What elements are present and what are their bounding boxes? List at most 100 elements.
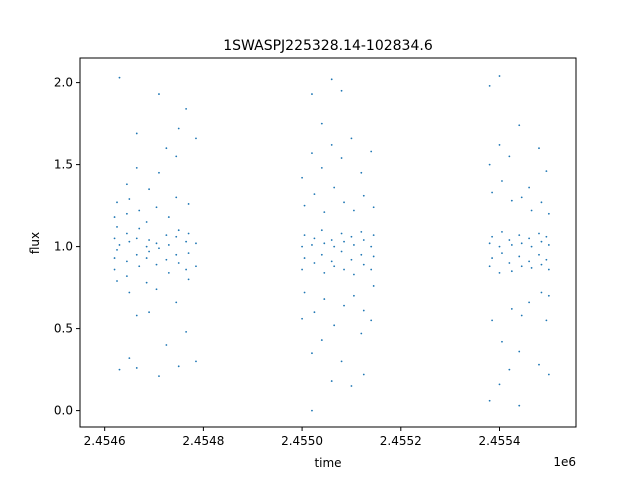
data-point <box>167 216 170 218</box>
data-point <box>195 242 197 245</box>
data-point <box>370 319 373 322</box>
data-point <box>372 285 375 287</box>
y-tick-label: 2.0 <box>54 76 73 90</box>
x-tick-label: 2.4548 <box>182 434 224 448</box>
data-point <box>303 257 306 259</box>
data-point <box>135 314 138 317</box>
data-point <box>128 198 131 200</box>
data-point <box>158 375 160 378</box>
data-point <box>510 308 513 310</box>
data-point <box>165 147 168 150</box>
data-point <box>545 170 548 173</box>
data-point <box>118 368 121 371</box>
data-point <box>528 237 531 240</box>
data-point <box>185 268 188 271</box>
data-point <box>311 93 313 95</box>
data-point <box>498 383 501 386</box>
data-point <box>167 271 170 274</box>
data-point <box>187 252 190 255</box>
data-point <box>167 244 170 246</box>
data-point <box>528 301 531 304</box>
data-point <box>320 166 323 169</box>
data-point <box>113 257 116 259</box>
data-point <box>320 339 323 341</box>
data-point <box>362 239 365 241</box>
data-point <box>360 253 363 256</box>
data-point <box>491 319 493 322</box>
data-point <box>195 360 197 363</box>
data-point <box>353 244 355 246</box>
data-point <box>116 280 118 282</box>
data-point <box>508 262 511 264</box>
data-point <box>113 216 116 218</box>
data-point <box>148 188 150 191</box>
y-tick-label: 0.5 <box>54 322 73 336</box>
data-point <box>508 239 511 241</box>
data-point <box>540 201 543 204</box>
data-point <box>125 212 128 215</box>
data-point <box>330 239 333 241</box>
data-point <box>330 78 333 81</box>
x-tick-label: 2.4554 <box>479 434 521 448</box>
data-point <box>353 209 355 212</box>
data-point <box>175 301 178 304</box>
data-point <box>158 247 160 250</box>
data-point <box>195 265 197 268</box>
data-point <box>333 265 336 268</box>
data-point <box>303 204 306 207</box>
data-point <box>311 409 313 412</box>
data-point <box>540 240 543 243</box>
data-point <box>520 196 523 199</box>
data-point <box>158 171 160 174</box>
data-point <box>177 127 180 130</box>
data-point <box>538 363 540 366</box>
data-point <box>498 245 501 248</box>
data-point <box>370 268 373 271</box>
data-point <box>520 242 523 245</box>
data-point <box>518 124 521 127</box>
chart-title: 1SWASPJ225328.14-102834.6 <box>223 38 433 54</box>
data-point <box>488 265 491 268</box>
data-point <box>520 314 523 317</box>
data-point <box>530 245 533 248</box>
data-point <box>301 176 303 179</box>
data-point <box>125 183 128 186</box>
data-point <box>501 340 503 343</box>
data-point <box>343 304 345 307</box>
data-point <box>175 253 178 256</box>
data-point <box>301 317 303 320</box>
data-point <box>177 365 180 368</box>
data-point <box>313 311 316 314</box>
data-point <box>155 288 158 291</box>
data-point <box>343 201 345 204</box>
data-point <box>301 268 303 271</box>
data-point <box>498 75 501 77</box>
data-point <box>488 399 491 402</box>
data-point <box>350 258 353 261</box>
data-point <box>303 234 306 237</box>
data-point <box>118 76 121 79</box>
data-point <box>343 268 345 271</box>
data-point <box>370 245 373 248</box>
data-point <box>158 93 160 95</box>
y-tick-label: 0.0 <box>54 404 73 418</box>
x-axis-label: time <box>314 456 341 470</box>
data-point <box>360 332 363 335</box>
data-point <box>116 226 118 228</box>
data-point <box>313 237 316 240</box>
data-point <box>510 199 513 202</box>
data-point <box>360 171 363 174</box>
data-point <box>320 229 323 232</box>
data-point <box>125 275 128 278</box>
data-point <box>488 163 491 166</box>
data-point <box>538 147 540 150</box>
y-axis-ticks: 0.0 0.5 1.0 1.5 2.0 <box>54 76 80 418</box>
data-point <box>372 234 375 237</box>
data-point <box>488 84 491 87</box>
data-point <box>148 239 150 241</box>
data-point <box>320 253 323 256</box>
data-point <box>518 404 521 407</box>
data-point <box>185 107 188 110</box>
data-point <box>491 191 493 194</box>
